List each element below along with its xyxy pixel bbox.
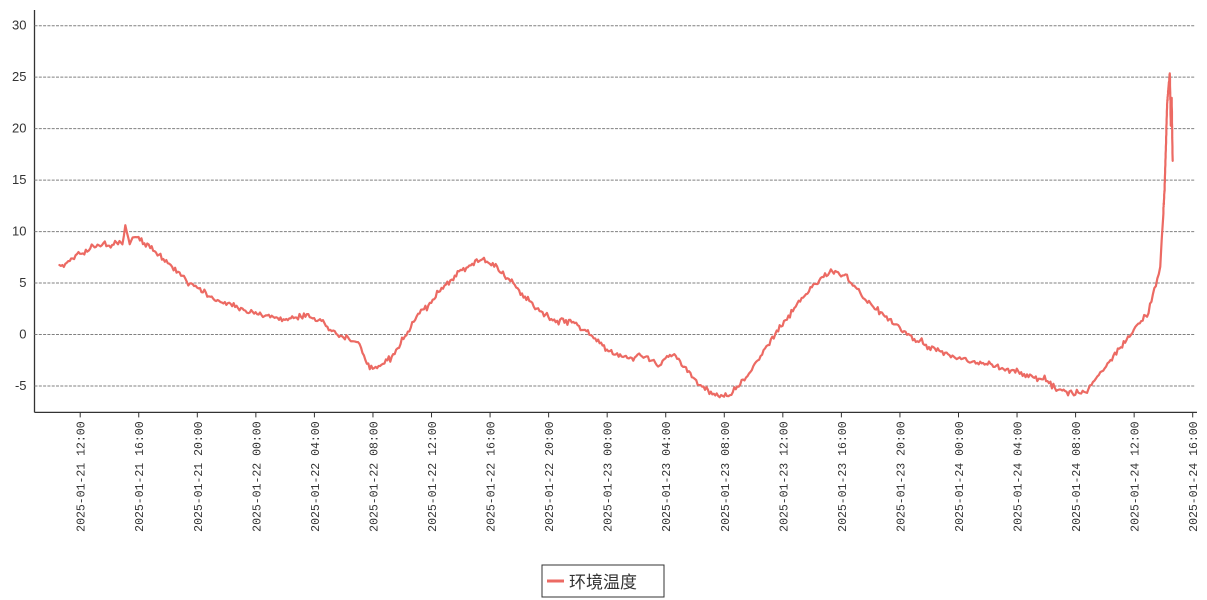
svg-text:2025-01-23 04:00: 2025-01-23 04:00 [661, 421, 674, 532]
svg-text:10: 10 [12, 224, 26, 239]
svg-text:2025-01-22 16:00: 2025-01-22 16:00 [486, 421, 499, 532]
svg-text:-5: -5 [15, 378, 27, 393]
svg-text:2025-01-22 00:00: 2025-01-22 00:00 [251, 421, 264, 532]
svg-text:30: 30 [12, 18, 26, 33]
svg-text:2025-01-24 16:00: 2025-01-24 16:00 [1188, 421, 1201, 532]
svg-text:2025-01-21 12:00: 2025-01-21 12:00 [76, 421, 89, 532]
svg-text:2025-01-22 04:00: 2025-01-22 04:00 [310, 421, 323, 532]
svg-text:环境温度: 环境温度 [569, 573, 637, 592]
svg-text:2025-01-23 12:00: 2025-01-23 12:00 [778, 421, 791, 532]
svg-text:2025-01-23 08:00: 2025-01-23 08:00 [720, 421, 733, 532]
svg-text:2025-01-22 12:00: 2025-01-22 12:00 [427, 421, 440, 532]
svg-text:0: 0 [19, 327, 26, 342]
svg-text:2025-01-24 00:00: 2025-01-24 00:00 [954, 421, 967, 532]
svg-text:2025-01-21 16:00: 2025-01-21 16:00 [134, 421, 147, 532]
svg-text:2025-01-22 20:00: 2025-01-22 20:00 [544, 421, 557, 532]
svg-text:2025-01-22 08:00: 2025-01-22 08:00 [368, 421, 381, 532]
svg-text:2025-01-23 00:00: 2025-01-23 00:00 [603, 421, 616, 532]
svg-text:25: 25 [12, 69, 26, 84]
svg-text:5: 5 [19, 275, 26, 290]
svg-text:2025-01-24 08:00: 2025-01-24 08:00 [1071, 421, 1084, 532]
svg-text:2025-01-23 16:00: 2025-01-23 16:00 [837, 421, 850, 532]
svg-text:2025-01-21 20:00: 2025-01-21 20:00 [193, 421, 206, 532]
svg-text:2025-01-24 04:00: 2025-01-24 04:00 [1013, 421, 1026, 532]
svg-text:2025-01-24 12:00: 2025-01-24 12:00 [1130, 421, 1143, 532]
svg-text:20: 20 [12, 121, 26, 136]
svg-text:15: 15 [12, 172, 26, 187]
svg-text:2025-01-23 20:00: 2025-01-23 20:00 [895, 421, 908, 532]
